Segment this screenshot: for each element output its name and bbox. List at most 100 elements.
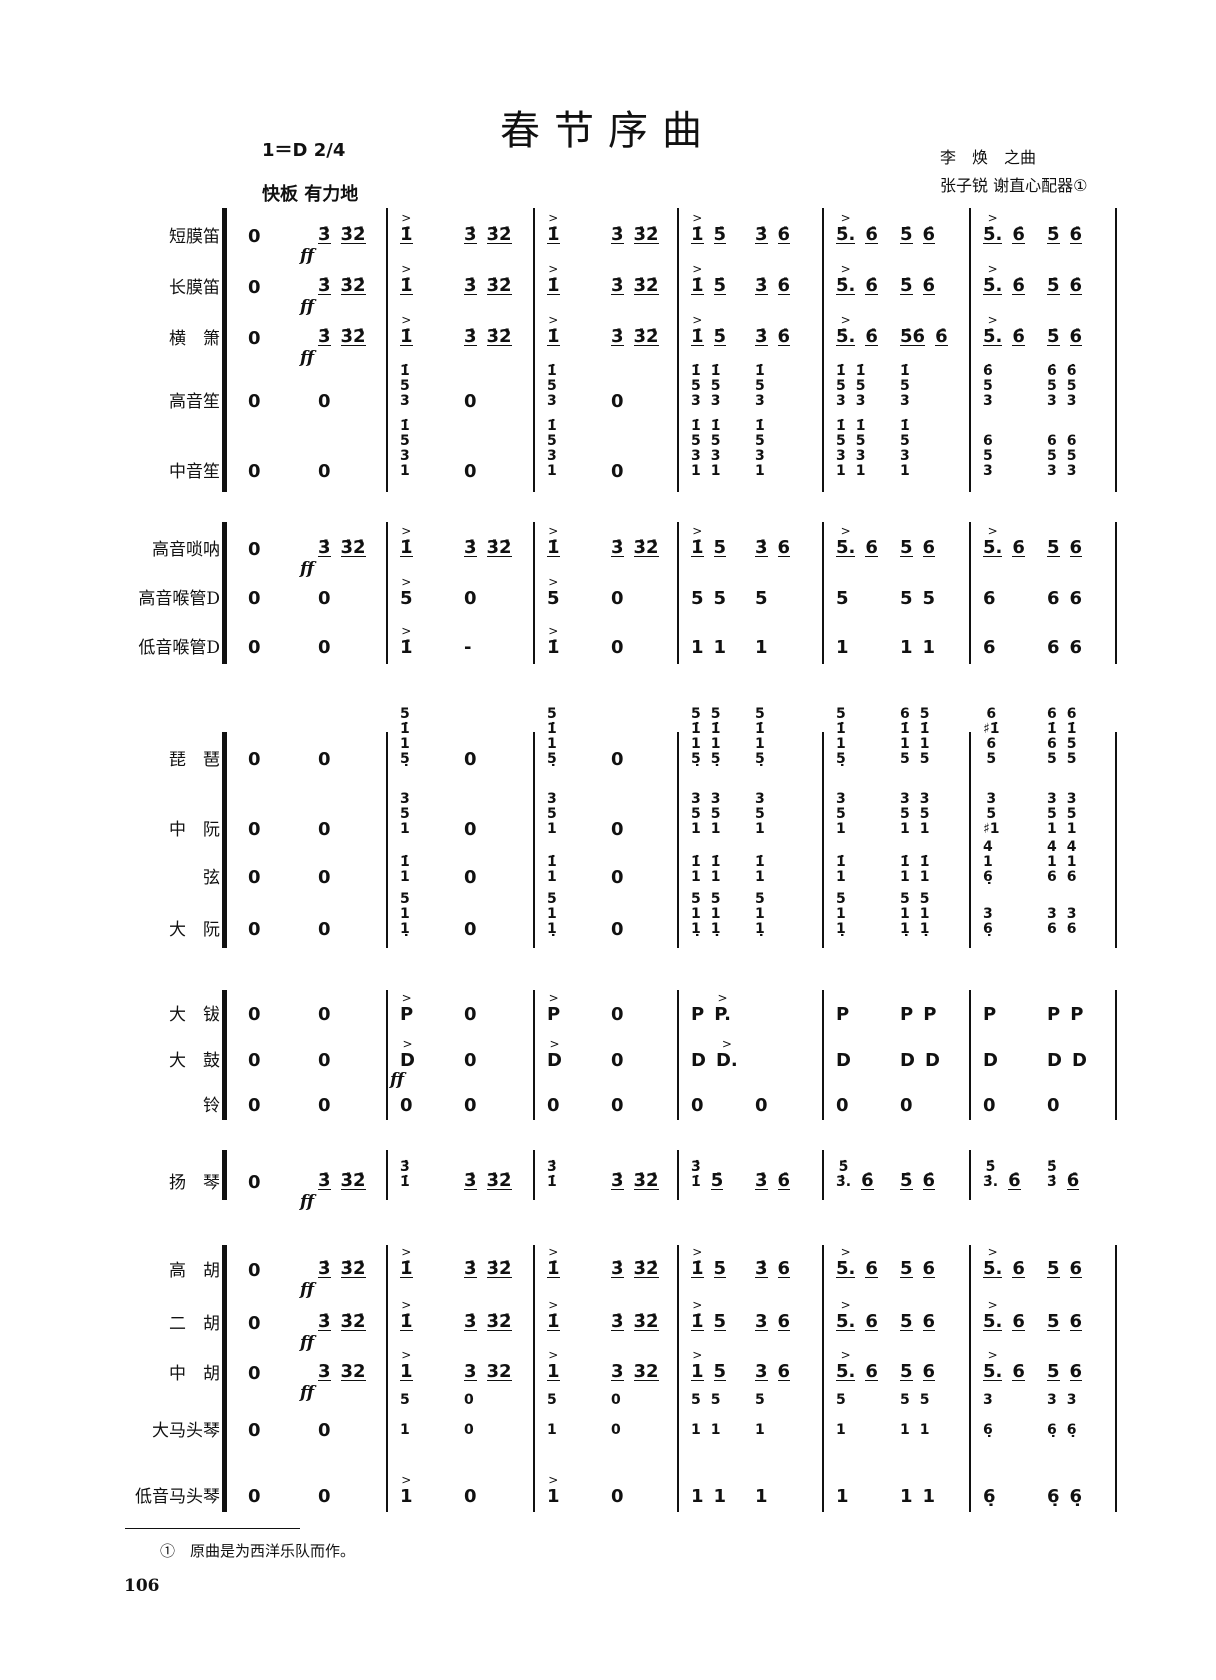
note: D (1071, 1050, 1087, 1071)
note: 6̇ (1008, 1170, 1021, 1191)
beat: 3 32 (318, 1363, 366, 1381)
note: 0 (248, 867, 261, 888)
beat: 0 (318, 869, 331, 887)
note-text: 6 (1047, 588, 1060, 609)
beat: 0 (248, 330, 261, 348)
beat: 6̣ (983, 1488, 996, 1506)
note-text: 0 (691, 1095, 704, 1116)
note: 3̇ (318, 277, 331, 295)
note-text: D (1071, 1050, 1087, 1071)
note: 0 (611, 639, 624, 657)
instrument-label: 大 鼓 (169, 1051, 220, 1071)
note: >5. (983, 1245, 1003, 1278)
note: 1̇ 1 (400, 855, 410, 885)
beat: 0 (464, 751, 477, 769)
note: 3̇2̇ (633, 328, 659, 346)
note: 5 1̇ 1 5̣ (711, 707, 721, 767)
beat: 0 (248, 1006, 261, 1024)
note-text: 1̇ 1 (900, 854, 910, 885)
note: 5 (1047, 539, 1060, 557)
note: 3 6̣ (1047, 1393, 1057, 1438)
beat: 3̇ 3̇2̇ (318, 277, 366, 295)
beat: 0 (318, 393, 331, 411)
beat: 6 1̇ 6 5 6 1̇ 5 5 (1047, 707, 1077, 767)
note: 3̇2̇ (340, 539, 366, 557)
beat: D (836, 1052, 851, 1070)
note-text: P (923, 1004, 937, 1025)
note: 5 1 1̣ (711, 892, 721, 937)
beat: >1̇ (547, 1245, 560, 1278)
note: >1̇ (547, 1298, 560, 1331)
note-text: 5. (836, 537, 856, 558)
beat: 0 (318, 751, 331, 769)
note: 3 5 1 (1067, 792, 1077, 837)
beat: >5. 6 (836, 1298, 878, 1331)
note-text: P (983, 1004, 997, 1025)
note-text: 1̇ (400, 326, 413, 347)
beat: 5 1 5 1 (691, 1393, 721, 1438)
note: 1̇ 5 3 1 (691, 419, 701, 479)
note: 3̇2̇ (340, 226, 366, 244)
note: 0 (464, 463, 477, 481)
note-text: 6 (1012, 1258, 1025, 1279)
note: 3̇2̇ (633, 226, 659, 244)
beat: 5 1̇ 1 5̣ (755, 707, 765, 767)
note: 1̇ 1 (755, 855, 765, 885)
note: 5 (923, 590, 936, 608)
note: 3 5 1 (400, 792, 410, 837)
note-text: 6 (922, 1361, 936, 1382)
beat: 0 (248, 867, 261, 888)
beat: 1̇ 5 3 (755, 364, 765, 409)
note: 3̇ 1̇ (691, 1160, 701, 1190)
dynamic-marking: ff (300, 1383, 315, 1403)
beat: >1̇ (400, 524, 413, 557)
bar-line (822, 1245, 824, 1512)
note-text: 3̇ (755, 275, 768, 296)
note-text: 6 (983, 637, 996, 658)
note-text: 0 (248, 277, 261, 298)
note: 6 (922, 537, 936, 558)
note: >1̇ (400, 524, 413, 557)
note-text: 0 (248, 1050, 261, 1071)
note-text: 0 (464, 1050, 477, 1071)
beat: 5 1̇ 1 5̣ (836, 707, 846, 767)
beat: >1̇ 5̇ (691, 313, 727, 346)
note: 5̇ (713, 224, 727, 245)
note-text: 5. (983, 1361, 1003, 1382)
bar-line (1115, 208, 1117, 492)
note-text: 3 5 1 (400, 791, 410, 837)
note: 5 (900, 539, 913, 557)
accent-mark: > (692, 1245, 703, 1259)
note: 6 (1069, 1363, 1083, 1381)
note-text: 5̇ (713, 224, 727, 245)
beat: >1̇ (547, 262, 560, 295)
note: 0 (248, 751, 261, 769)
note-text: 0 (248, 867, 261, 888)
note-text: 1̇ (691, 275, 704, 296)
note-text: 6̇ (1008, 1170, 1021, 1191)
note: 1̇ 5 3 1 (836, 419, 846, 479)
beat: 3̇ 3̇2̇ (464, 226, 512, 244)
note-text: 0 (248, 637, 261, 658)
note-text: 5 1 1̣ (755, 891, 765, 937)
accent-mark: > (840, 1245, 851, 1259)
beat: 0 (318, 921, 331, 939)
note: 0 (400, 1097, 413, 1115)
note: 6̇ (922, 1172, 936, 1190)
note-text: 1 (900, 637, 913, 658)
note: 0 (318, 821, 331, 839)
note: 6 (1047, 639, 1060, 657)
note: 0 (900, 1097, 913, 1115)
note: 6 (865, 1260, 878, 1278)
note-text: 1̇ 5 3 1 (710, 418, 721, 479)
note-text: 5̇. (983, 224, 1003, 245)
note-text: 6 (922, 537, 936, 558)
note: 3 6̣ (983, 907, 993, 937)
beat: >5. 6 (983, 1348, 1025, 1382)
accent-mark: > (548, 211, 559, 225)
beat: 1̇ 1 (836, 855, 846, 885)
beat: >1̇ (400, 624, 413, 657)
instrument-label: 高 胡 (169, 1261, 220, 1281)
